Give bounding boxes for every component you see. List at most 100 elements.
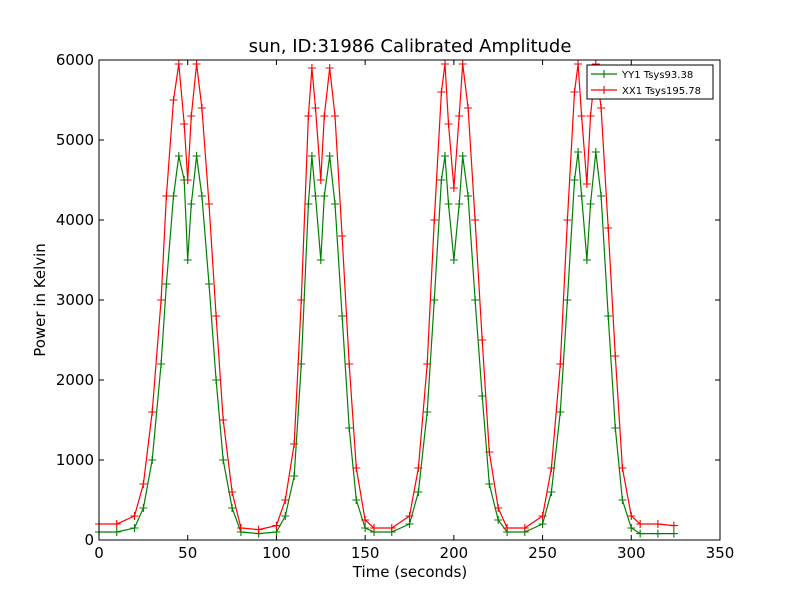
x-tick-label: 150	[351, 544, 380, 562]
data-point-xx1	[272, 521, 281, 530]
series-line-yy1	[99, 151, 674, 535]
data-point-yy1	[458, 152, 467, 160]
data-point-yy1	[228, 504, 237, 512]
data-point-yy1	[148, 456, 157, 464]
data-point-xx1	[636, 520, 645, 528]
data-point-yy1	[307, 152, 316, 160]
data-point-yy1	[574, 148, 583, 156]
data-point-yy1	[471, 296, 480, 304]
data-point-xx1	[574, 60, 583, 68]
data-point-xx1	[162, 192, 171, 200]
data-point-xx1	[361, 516, 370, 524]
data-point-yy1	[440, 152, 449, 160]
data-point-yy1	[320, 192, 329, 200]
legend: YY1 Tsys93.38 XX1 Tsys195.78	[586, 64, 714, 100]
x-tick-label: 0	[94, 544, 104, 562]
data-point-yy1	[449, 256, 458, 264]
data-point-xx1	[352, 464, 361, 472]
data-point-xx1	[205, 200, 214, 208]
data-point-yy1	[139, 504, 148, 512]
data-point-xx1	[556, 360, 565, 368]
data-point-xx1	[387, 524, 396, 532]
legend-box	[586, 64, 714, 100]
data-point-xx1	[169, 96, 178, 104]
data-point-xx1	[586, 112, 595, 120]
data-point-xx1	[471, 216, 480, 224]
data-point-yy1	[197, 192, 206, 200]
data-point-yy1	[444, 200, 453, 208]
data-point-yy1	[627, 524, 636, 532]
axis-ticks: 0 50 100 150 200 250 300 350 0 1000 2000 3000 4000 50…	[56, 51, 735, 562]
y-tick-label: 3000	[56, 291, 94, 309]
data-point-xx1	[330, 112, 339, 120]
data-point-xx1	[444, 120, 453, 128]
data-point-xx1	[618, 464, 627, 472]
data-point-yy1	[538, 520, 547, 528]
data-point-xx1	[236, 524, 245, 532]
data-point-yy1	[494, 516, 503, 524]
data-point-xx1	[325, 64, 334, 72]
data-point-xx1	[174, 60, 183, 68]
data-point-yy1	[604, 312, 613, 320]
chart-title: sun, ID:31986 Calibrated Amplitude	[249, 36, 572, 57]
data-point-yy1	[455, 200, 464, 208]
data-point-yy1	[130, 524, 139, 532]
data-point-xx1	[627, 512, 636, 520]
series-line-xx1	[99, 63, 674, 531]
data-point-yy1	[338, 312, 347, 320]
data-point-yy1	[547, 488, 556, 496]
data-point-yy1	[563, 296, 572, 304]
data-point-xx1	[430, 216, 439, 224]
y-tick-label: 1000	[56, 451, 94, 469]
y-tick-label: 2000	[56, 371, 94, 389]
data-point-yy1	[485, 480, 494, 488]
data-point-xx1	[464, 104, 473, 112]
legend-label-yy1: YY1 Tsys93.38	[621, 70, 693, 81]
x-tick-label: 50	[178, 544, 197, 562]
data-point-yy1	[361, 524, 370, 532]
x-tick-label: 350	[706, 544, 735, 562]
data-point-xx1	[538, 512, 547, 520]
data-point-yy1	[162, 280, 171, 288]
data-point-yy1	[669, 529, 678, 538]
data-point-xx1	[449, 184, 458, 192]
data-point-xx1	[437, 88, 446, 96]
data-point-xx1	[423, 360, 432, 368]
y-axis-label: Power in Kelvin	[31, 243, 49, 357]
data-point-yy1	[577, 192, 586, 200]
series-layer	[95, 60, 678, 538]
data-point-xx1	[157, 296, 166, 304]
data-point-xx1	[669, 521, 678, 530]
data-point-yy1	[570, 176, 579, 184]
data-point-yy1	[290, 472, 299, 480]
data-point-xx1	[570, 88, 579, 96]
data-point-xx1	[304, 112, 313, 120]
data-point-yy1	[192, 152, 201, 160]
data-point-yy1	[352, 496, 361, 504]
data-point-xx1	[228, 488, 237, 496]
data-point-xx1	[192, 60, 201, 68]
data-point-yy1	[478, 392, 487, 400]
legend-marker-yy1	[600, 70, 608, 78]
data-point-xx1	[611, 352, 620, 360]
data-point-yy1	[174, 152, 183, 160]
x-tick-label: 100	[262, 544, 291, 562]
x-tick-label: 250	[528, 544, 557, 562]
data-point-yy1	[187, 200, 196, 208]
data-point-yy1	[430, 296, 439, 304]
data-point-xx1	[345, 360, 354, 368]
data-point-yy1	[423, 408, 432, 416]
data-point-yy1	[205, 280, 214, 288]
data-point-yy1	[636, 529, 645, 538]
data-point-yy1	[653, 529, 662, 538]
data-point-xx1	[604, 224, 613, 232]
data-point-xx1	[503, 524, 512, 532]
data-point-xx1	[187, 112, 196, 120]
data-point-yy1	[112, 528, 121, 536]
plot-frame	[98, 59, 721, 541]
data-point-xx1	[520, 524, 529, 532]
data-point-yy1	[169, 192, 178, 200]
y-tick-label: 5000	[56, 131, 94, 149]
x-tick-label: 300	[617, 544, 646, 562]
data-point-xx1	[547, 464, 556, 472]
